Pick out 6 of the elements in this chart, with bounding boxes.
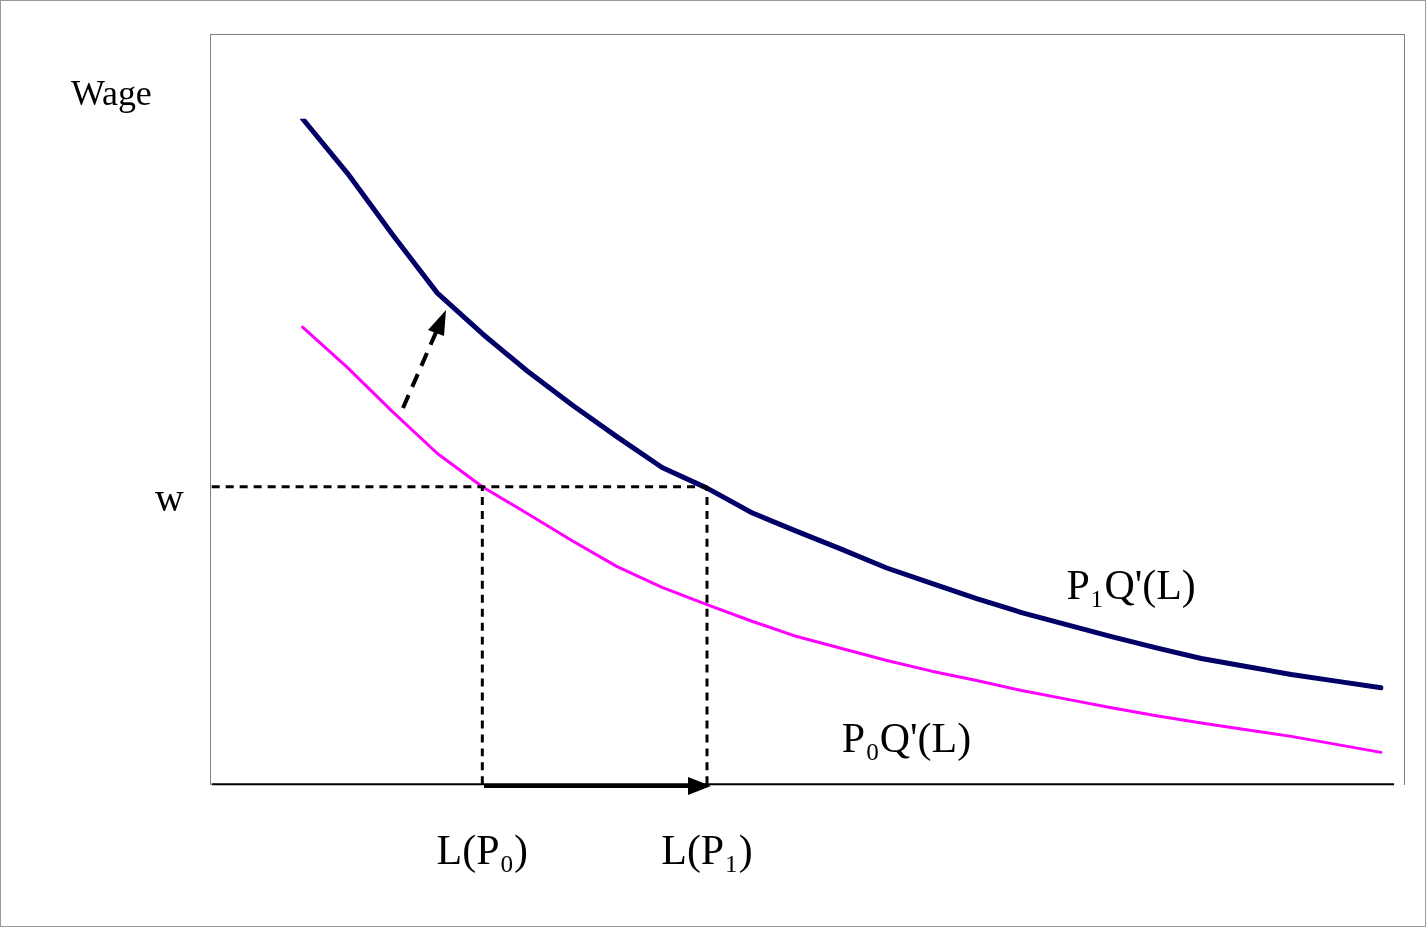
series-label: P₀Q'(L) bbox=[841, 715, 972, 763]
x-tick-label: L(P₁) bbox=[661, 827, 753, 875]
ref-line-label: w bbox=[154, 475, 184, 521]
x-tick-label: L(P₀) bbox=[436, 827, 529, 875]
y-axis-title: Wage bbox=[70, 73, 152, 114]
series-label: P₁Q'(L) bbox=[1066, 562, 1196, 609]
